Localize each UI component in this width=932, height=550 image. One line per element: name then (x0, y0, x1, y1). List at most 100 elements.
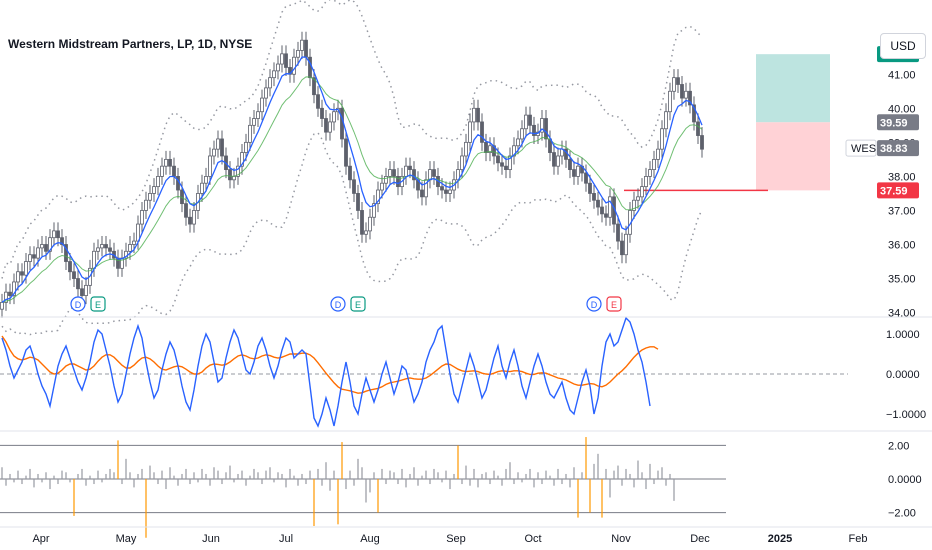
oscillator-line (1, 316, 651, 428)
candle-body (248, 124, 252, 143)
histogram-panel[interactable] (0, 437, 726, 538)
currency-button[interactable]: USD (880, 33, 926, 59)
candle-body (80, 288, 84, 296)
dividend-badge (70, 296, 86, 312)
candle-body (92, 250, 96, 269)
candle-body (380, 182, 384, 191)
candle-body (240, 152, 244, 167)
candle-body (24, 261, 28, 276)
stop-zone (756, 122, 830, 191)
candle-body (320, 107, 324, 119)
earnings-badge (90, 296, 106, 312)
candle-body (424, 179, 428, 198)
histogram-tick-label: 0.0000 (888, 474, 922, 486)
candle-body (20, 271, 24, 276)
candle-body (232, 176, 236, 181)
candle-body (356, 193, 360, 211)
ema-fast-line (1, 56, 703, 303)
candle-body (292, 56, 296, 75)
candle-body (652, 158, 656, 170)
target-zone (756, 54, 830, 123)
oscillator-tick-label: 1.0000 (886, 329, 920, 341)
candle-body (108, 247, 112, 252)
candle-body (604, 213, 608, 218)
candle-body (572, 169, 576, 177)
candle-body (412, 169, 416, 181)
candle-body (168, 158, 172, 167)
candle-body (100, 244, 104, 249)
x-tick-label: Aug (360, 533, 380, 545)
candle-body (16, 271, 20, 283)
candle-body (596, 199, 600, 208)
candle-body (104, 244, 108, 249)
x-tick-label: Apr (32, 533, 49, 545)
candle-body (656, 148, 660, 160)
candle-body (508, 155, 512, 170)
candle-body (688, 90, 692, 106)
candle-body (148, 193, 152, 201)
candle-body (60, 237, 64, 245)
candle-body (212, 148, 216, 157)
earnings-badge (606, 296, 622, 312)
candle-body (620, 240, 624, 256)
candle-body (0, 301, 4, 310)
dividend-badge (330, 296, 346, 312)
candle-body (488, 145, 492, 153)
last-price-label-bg (877, 140, 919, 157)
candle-body (460, 155, 464, 170)
candle-body (464, 141, 468, 157)
earnings-badge (350, 296, 366, 312)
candle-body (428, 169, 432, 181)
candle-body (204, 176, 208, 184)
candle-body (208, 155, 212, 177)
candle-body (48, 237, 52, 252)
candle-body (300, 39, 304, 51)
candle-body (440, 186, 444, 191)
dividend-badge-label: D (591, 300, 598, 310)
candle-body (544, 118, 548, 140)
candle-body (268, 77, 272, 89)
candle-body (388, 169, 392, 177)
candle-body (396, 176, 400, 188)
candle-body (188, 216, 192, 225)
candle-body (408, 165, 412, 170)
candle-body (692, 104, 696, 123)
candle-body (472, 107, 476, 123)
entry-price-label-bg (877, 114, 919, 131)
candle-body (344, 138, 348, 167)
candle-body (276, 63, 280, 72)
candle-body (648, 169, 652, 177)
candle-body (132, 240, 136, 245)
candle-body (524, 114, 528, 130)
candle-body (372, 203, 376, 218)
candle-body (444, 189, 448, 194)
candle-body (420, 189, 424, 198)
candle-body (664, 111, 668, 130)
candle-body (140, 210, 144, 225)
candle-body (644, 176, 648, 188)
candle-body (8, 291, 12, 296)
candle-body (432, 169, 436, 177)
candle-body (676, 77, 680, 85)
candle-body (552, 152, 556, 167)
histogram-tick-label: −2.00 (888, 508, 916, 520)
candle-body (392, 169, 396, 177)
candle-body (40, 244, 44, 249)
price-tick-label: 41.00 (888, 69, 916, 81)
candle-body (556, 155, 560, 167)
candle-body (568, 158, 572, 170)
oscillator-panel[interactable] (0, 316, 848, 428)
candle-body (244, 141, 248, 153)
earnings-badge-label: E (95, 300, 101, 310)
candle-body (512, 145, 516, 157)
candle-body (384, 176, 388, 184)
earnings-badge-label: E (611, 300, 617, 310)
candle-body (468, 121, 472, 143)
candle-body (152, 186, 156, 194)
candle-body (516, 138, 520, 147)
candle-body (164, 158, 168, 167)
candle-body (32, 254, 36, 259)
x-tick-label: Dec (690, 533, 710, 545)
